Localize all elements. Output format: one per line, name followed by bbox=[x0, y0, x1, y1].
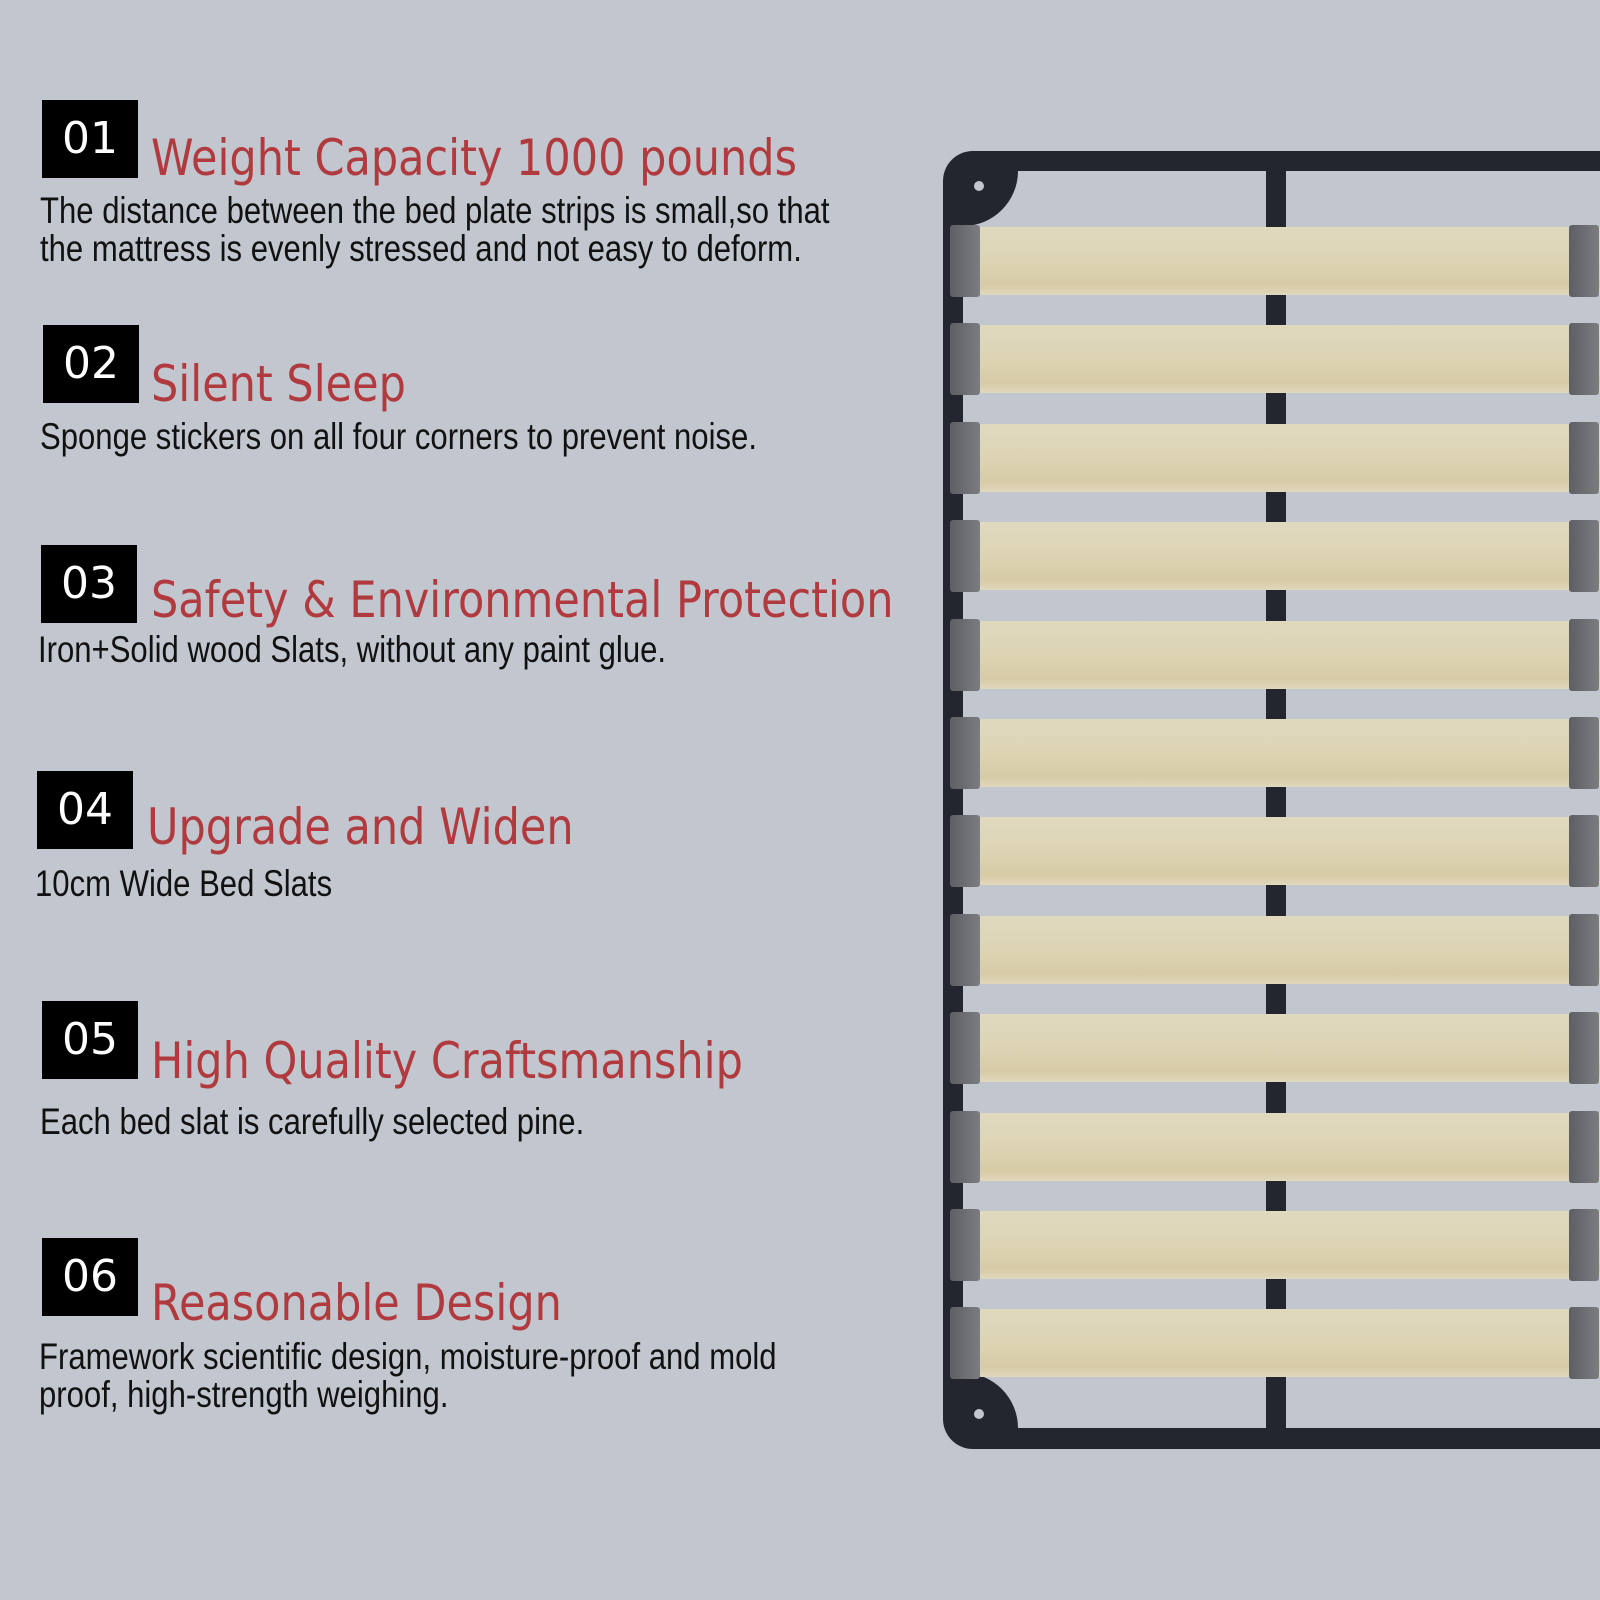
description-line: Iron+Solid wood Slats, without any paint… bbox=[38, 629, 667, 670]
slat-end-cap bbox=[1569, 815, 1599, 888]
description-line: proof, high-strength weighing. bbox=[39, 1374, 449, 1415]
wood-slat bbox=[980, 1211, 1600, 1279]
description-line: 10cm Wide Bed Slats bbox=[35, 863, 333, 904]
slat-end-cap bbox=[950, 1307, 980, 1380]
feature-title: High Quality Craftsmanship bbox=[151, 1032, 743, 1090]
bolt-hole bbox=[974, 1409, 984, 1419]
slat-end-cap bbox=[1569, 421, 1599, 494]
slat-end-cap bbox=[1569, 520, 1599, 593]
feature-title: Weight Capacity 1000 pounds bbox=[151, 129, 797, 187]
description-line: Framework scientific design, moisture-pr… bbox=[39, 1336, 777, 1377]
wood-slat bbox=[980, 522, 1600, 591]
slat-end-cap bbox=[950, 618, 980, 691]
description-line: the mattress is evenly stressed and not … bbox=[40, 228, 802, 269]
wood-slat bbox=[980, 915, 1600, 984]
corner-bracket bbox=[963, 171, 1018, 226]
description-line: Each bed slat is carefully selected pine… bbox=[40, 1101, 585, 1142]
slat-end-cap bbox=[950, 520, 980, 593]
slat-end-cap bbox=[950, 1110, 980, 1183]
number-badge: 03 bbox=[41, 545, 137, 623]
slat-end-cap bbox=[1569, 618, 1599, 691]
slat-end-cap bbox=[950, 421, 980, 494]
feature-description: Iron+Solid wood Slats, without any paint… bbox=[38, 631, 666, 669]
slat-end-cap bbox=[950, 225, 980, 297]
wood-slat bbox=[980, 1014, 1600, 1083]
slat-end-cap bbox=[1569, 225, 1599, 297]
number-badge: 02 bbox=[43, 325, 139, 403]
slat-end-cap bbox=[1569, 717, 1599, 789]
description-line: The distance between the bed plate strip… bbox=[40, 190, 830, 231]
wood-slat bbox=[980, 1309, 1600, 1378]
wood-slat bbox=[980, 620, 1600, 689]
description-line: Sponge stickers on all four corners to p… bbox=[40, 416, 757, 457]
feature-title: Upgrade and Widen bbox=[147, 798, 574, 856]
slat-end-cap bbox=[1569, 323, 1599, 396]
bolt-hole bbox=[974, 181, 984, 191]
number-badge: 06 bbox=[42, 1238, 138, 1316]
wood-slat bbox=[980, 227, 1600, 295]
feature-description: Framework scientific design, moisture-pr… bbox=[39, 1338, 777, 1414]
number-badge: 04 bbox=[37, 771, 133, 849]
slat-end-cap bbox=[950, 323, 980, 396]
slat-end-cap bbox=[950, 913, 980, 986]
wood-slat bbox=[980, 423, 1600, 492]
slat-end-cap bbox=[950, 717, 980, 789]
feature-description: 10cm Wide Bed Slats bbox=[35, 865, 332, 903]
slat-end-cap bbox=[1569, 1110, 1599, 1183]
slat-end-cap bbox=[1569, 913, 1599, 986]
feature-description: Sponge stickers on all four corners to p… bbox=[40, 418, 757, 456]
number-badge: 05 bbox=[42, 1001, 138, 1079]
slat-end-cap bbox=[950, 1209, 980, 1281]
feature-title: Safety & Environmental Protection bbox=[151, 571, 894, 629]
feature-title: Reasonable Design bbox=[151, 1274, 562, 1332]
feature-description: Each bed slat is carefully selected pine… bbox=[40, 1103, 584, 1141]
number-badge: 01 bbox=[42, 100, 138, 178]
wood-slat bbox=[980, 719, 1600, 787]
slat-end-cap bbox=[1569, 1209, 1599, 1281]
slat-end-cap bbox=[1569, 1012, 1599, 1085]
slat-end-cap bbox=[950, 1012, 980, 1085]
feature-title: Silent Sleep bbox=[151, 355, 406, 413]
wood-slat bbox=[980, 817, 1600, 886]
slat-end-cap bbox=[950, 815, 980, 888]
wood-slat bbox=[980, 1112, 1600, 1181]
slat-end-cap bbox=[1569, 1307, 1599, 1380]
feature-description: The distance between the bed plate strip… bbox=[40, 192, 830, 268]
wood-slat bbox=[980, 325, 1600, 394]
